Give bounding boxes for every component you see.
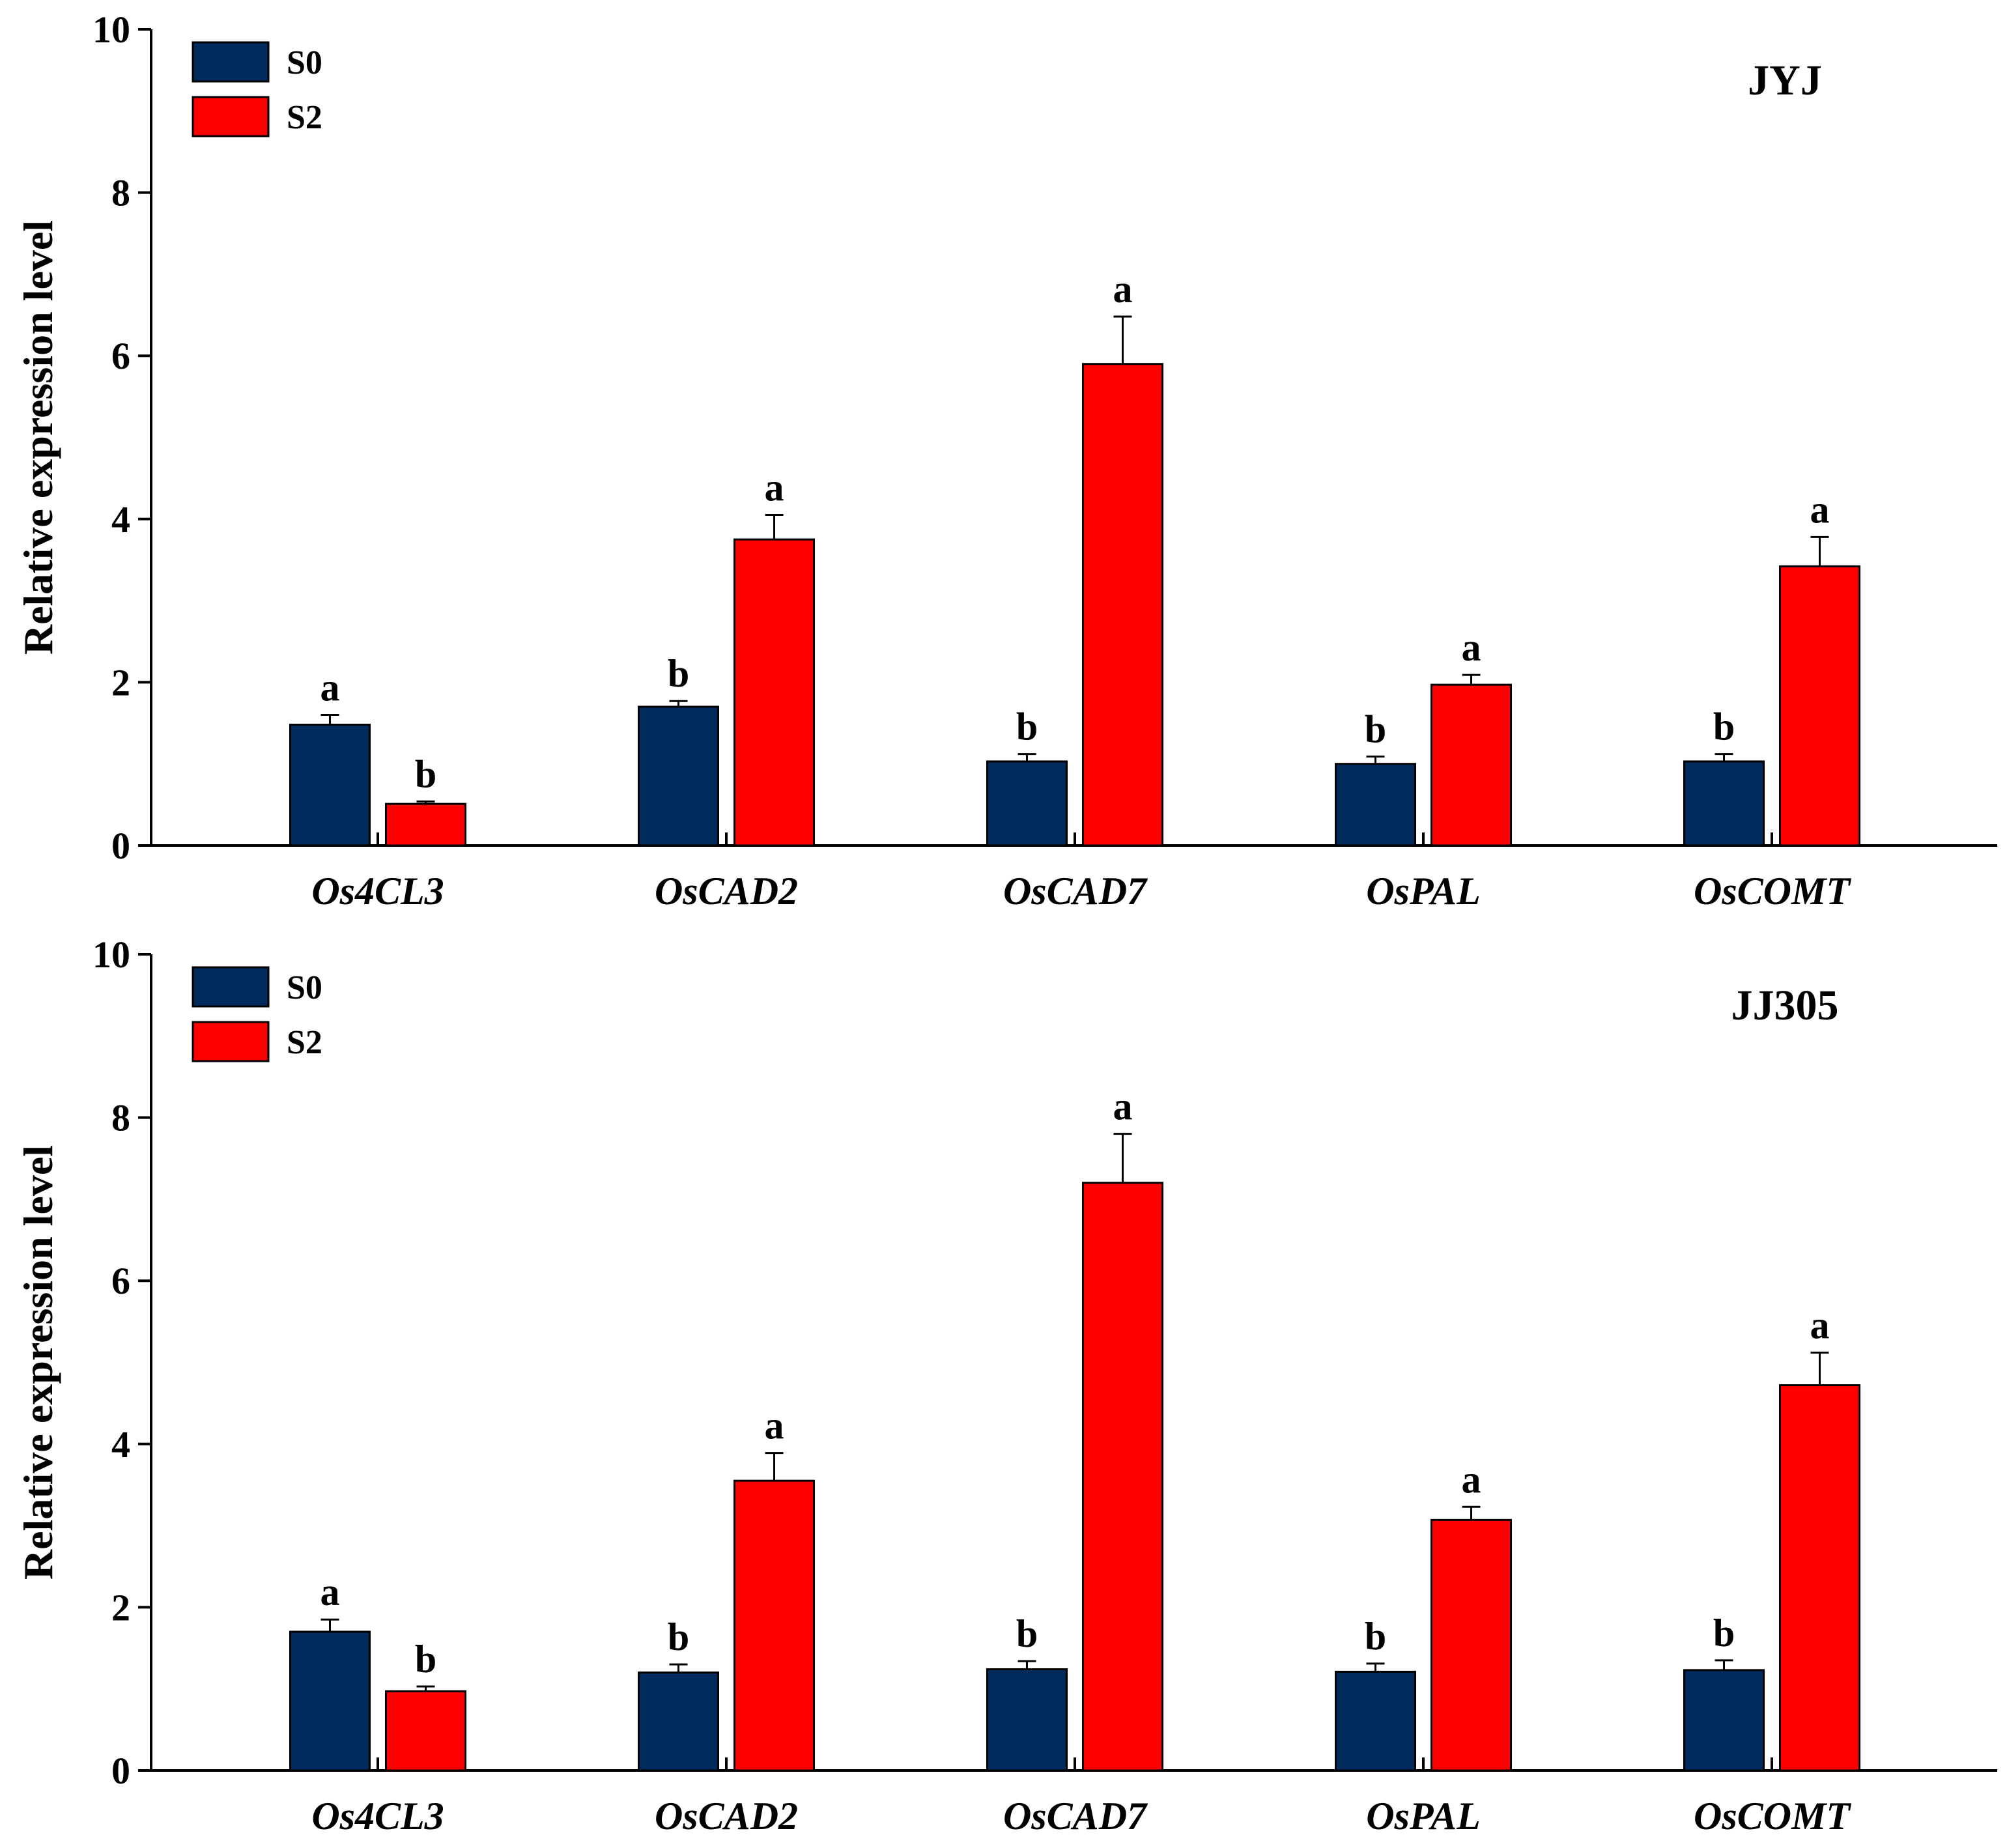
bar-s2: [1779, 1384, 1860, 1772]
category-label: OsCAD2: [655, 1795, 798, 1838]
significance-letter: a: [320, 1571, 340, 1613]
legend-label-s0: S0: [287, 44, 322, 81]
bar-s2: [1431, 683, 1512, 847]
significance-letter: b: [415, 1638, 436, 1681]
category-label: OsPAL: [1366, 1795, 1481, 1838]
significance-letter: b: [1016, 1612, 1038, 1655]
category-label: OsPAL: [1366, 870, 1481, 913]
significance-letter: b: [668, 1615, 689, 1658]
bar-s0: [1683, 760, 1765, 847]
y-tick-label: 0: [111, 1750, 130, 1792]
legend-swatch-s2: [192, 1021, 270, 1062]
legend-swatch-s0: [192, 966, 270, 1008]
bar-s0: [1683, 1669, 1765, 1772]
category-label: Os4CL3: [311, 870, 444, 913]
y-tick-label: 10: [93, 933, 130, 976]
bar-s0: [289, 724, 371, 847]
bar-s2: [1082, 1182, 1163, 1772]
legend-label-s2: S2: [287, 1024, 322, 1061]
significance-letter: b: [1365, 1615, 1386, 1658]
category-label: OsCAD7: [1003, 1795, 1148, 1838]
category-label: OsCAD7: [1003, 870, 1148, 913]
bar-s2: [733, 538, 815, 847]
y-tick-label: 0: [111, 825, 130, 867]
significance-letter: a: [1462, 1458, 1481, 1501]
significance-letter: b: [1713, 705, 1735, 748]
significance-letter: a: [1462, 626, 1481, 669]
bar-s2: [385, 803, 466, 847]
significance-letter: a: [765, 466, 784, 509]
bar-s2: [1779, 565, 1860, 847]
legend-swatch-s0: [192, 41, 270, 83]
category-label: OsCOMT: [1694, 1795, 1851, 1838]
category-label: OsCAD2: [655, 870, 798, 913]
bar-s0: [986, 1668, 1068, 1772]
y-tick-label: 4: [111, 1423, 130, 1466]
bar-s2: [733, 1479, 815, 1772]
bar-s0: [638, 1671, 719, 1772]
significance-letter: b: [1365, 707, 1386, 750]
significance-letter: b: [1713, 1612, 1735, 1655]
significance-letter: b: [668, 652, 689, 695]
y-tick-label: 6: [111, 1260, 130, 1302]
bar-s0: [1335, 763, 1416, 847]
y-axis-title: Relative expression level: [15, 1145, 61, 1580]
y-tick-label: 10: [93, 8, 130, 51]
significance-letter: a: [1113, 268, 1133, 311]
significance-letter: b: [415, 752, 436, 795]
y-tick-label: 2: [111, 1586, 130, 1628]
bar-s2: [385, 1690, 466, 1772]
y-tick-label: 8: [111, 1097, 130, 1139]
bar-s2: [1431, 1518, 1512, 1772]
legend-label-s0: S0: [287, 969, 322, 1006]
significance-letter: a: [1810, 488, 1830, 531]
y-axis-title: Relative expression level: [15, 220, 61, 655]
significance-letter: a: [1810, 1303, 1830, 1346]
y-tick-label: 2: [111, 661, 130, 704]
bar-s0: [638, 705, 719, 847]
y-tick-label: 6: [111, 335, 130, 377]
bar-s0: [1335, 1670, 1416, 1772]
y-tick-label: 4: [111, 498, 130, 541]
y-tick-label: 8: [111, 172, 130, 214]
significance-letter: a: [1113, 1085, 1133, 1128]
category-label: OsCOMT: [1694, 870, 1851, 913]
bar-s0: [986, 760, 1068, 847]
category-label: Os4CL3: [311, 1795, 444, 1838]
bar-s2: [1082, 363, 1163, 847]
bar-s0: [289, 1630, 371, 1772]
legend-label-s2: S2: [287, 99, 322, 136]
panel-title: JJ305: [1731, 982, 1839, 1029]
significance-letter: a: [765, 1404, 784, 1447]
panel-title: JYJ: [1748, 57, 1822, 104]
chart-panel-jj305: 0 2 4 6 8 10 Relative expression level JJ305 S0 S…: [15, 933, 1997, 1838]
significance-letter: b: [1016, 705, 1038, 748]
significance-letter: a: [320, 666, 340, 709]
legend-swatch-s2: [192, 96, 270, 137]
chart-panel-jyj: 0 2 4 6 8 10 Relative expression level JYJ S0 S2 O…: [15, 8, 1997, 913]
